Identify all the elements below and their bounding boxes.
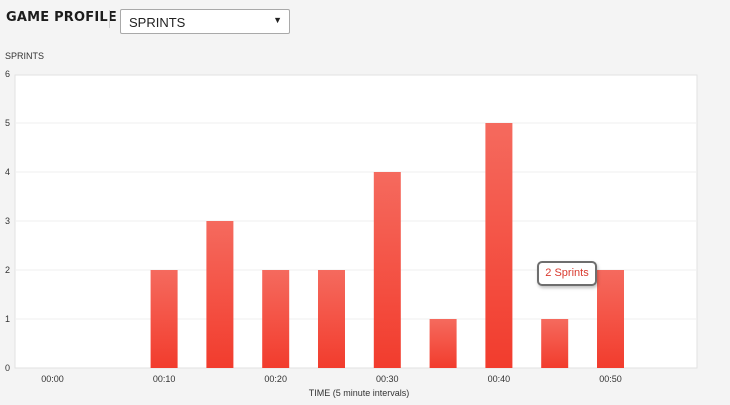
bar-00:25[interactable] bbox=[318, 270, 345, 368]
header-divider bbox=[109, 10, 110, 28]
bar-00:35[interactable] bbox=[429, 319, 457, 368]
y-tick-labels: 0 1 2 3 4 5 6 bbox=[5, 69, 10, 373]
y-tick-label: 3 bbox=[5, 216, 10, 226]
bar-00:20[interactable] bbox=[262, 270, 290, 368]
metric-select-value: SPRINTS bbox=[129, 15, 186, 30]
y-tick-label: 6 bbox=[5, 69, 10, 79]
bar-00:10[interactable] bbox=[150, 270, 178, 368]
bar-00:45[interactable] bbox=[541, 319, 569, 368]
x-tick-labels: 00:00 00:10 00:20 00:30 00:40 00:50 bbox=[41, 374, 622, 384]
header: GAME PROFILE SPRINTS ▼ bbox=[0, 0, 730, 44]
x-axis-label: TIME (5 minute intervals) bbox=[309, 388, 410, 398]
y-axis-label: SPRINTS bbox=[5, 51, 45, 61]
y-tick-label: 4 bbox=[5, 167, 10, 177]
x-tick-label: 00:40 bbox=[488, 374, 511, 384]
page-title: GAME PROFILE bbox=[6, 10, 117, 25]
bars bbox=[150, 123, 624, 368]
bar-tooltip: 2 Sprints bbox=[537, 261, 597, 286]
x-tick-label: 00:50 bbox=[599, 374, 622, 384]
bar-00:30[interactable] bbox=[373, 172, 401, 368]
x-tick-label: 00:00 bbox=[41, 374, 64, 384]
chevron-down-icon: ▼ bbox=[273, 15, 282, 25]
y-tick-label: 5 bbox=[5, 118, 10, 128]
y-tick-label: 0 bbox=[5, 363, 10, 373]
metric-select[interactable]: SPRINTS ▼ bbox=[120, 9, 290, 34]
x-tick-label: 00:20 bbox=[264, 374, 287, 384]
y-tick-label: 2 bbox=[5, 265, 10, 275]
bar-00:50[interactable] bbox=[597, 270, 624, 368]
x-tick-label: 00:30 bbox=[376, 374, 399, 384]
y-tick-label: 1 bbox=[5, 314, 10, 324]
bar-00:40[interactable] bbox=[485, 123, 513, 368]
bar-00:15[interactable] bbox=[206, 221, 234, 368]
x-tick-label: 00:10 bbox=[153, 374, 176, 384]
